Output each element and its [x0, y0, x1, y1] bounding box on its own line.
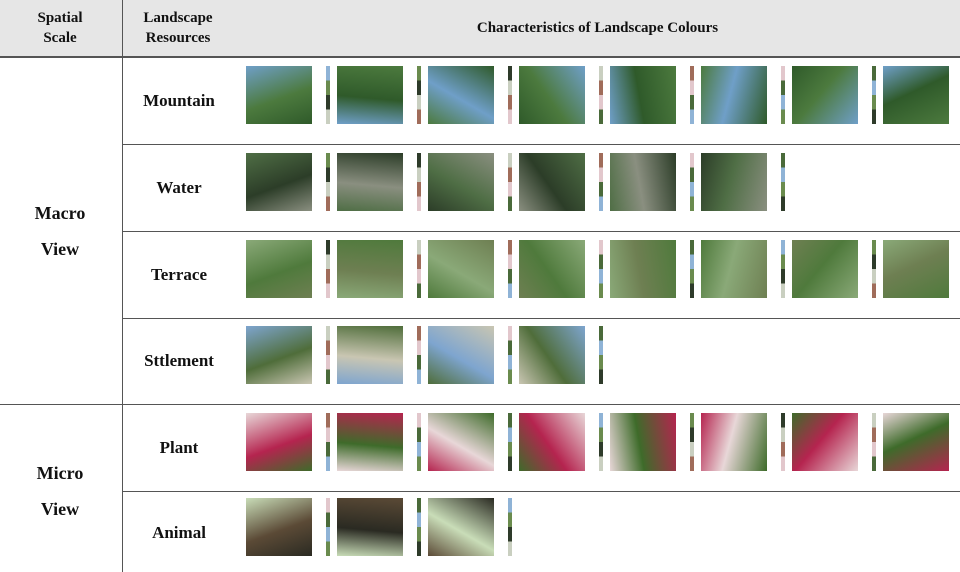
colour-strip	[599, 153, 603, 211]
photo	[610, 413, 676, 471]
photo	[428, 326, 494, 384]
photo	[246, 413, 312, 471]
photo	[610, 66, 676, 124]
resource-label: Terrace	[124, 232, 234, 318]
header-characteristics: Characteristics of Landscape Colours	[235, 0, 960, 56]
colour-strip	[326, 66, 330, 124]
photo	[792, 66, 858, 124]
photo	[246, 498, 312, 556]
row-rule	[122, 144, 960, 145]
photo	[883, 413, 949, 471]
colour-strip	[690, 153, 694, 211]
photo	[519, 240, 585, 298]
photo	[428, 413, 494, 471]
header-landscape-resources: Landscape Resources	[126, 0, 230, 56]
colour-strip	[417, 326, 421, 384]
colour-strip	[508, 66, 512, 124]
photo	[610, 153, 676, 211]
photo	[519, 326, 585, 384]
colour-strip	[417, 413, 421, 471]
colour-strip	[508, 153, 512, 211]
photo	[519, 66, 585, 124]
colour-strip	[417, 153, 421, 211]
photo	[428, 240, 494, 298]
colour-strip	[690, 413, 694, 471]
photo	[519, 413, 585, 471]
column-rule	[122, 0, 123, 572]
resource-label: Plant	[124, 405, 234, 491]
colour-strip	[508, 498, 512, 556]
photo	[428, 66, 494, 124]
photo	[246, 66, 312, 124]
colour-strip	[781, 413, 785, 471]
colour-strip	[508, 326, 512, 384]
photo	[337, 326, 403, 384]
colour-strip	[417, 240, 421, 298]
photo	[428, 498, 494, 556]
photo	[701, 413, 767, 471]
colour-strip	[417, 498, 421, 556]
colour-strip	[690, 66, 694, 124]
photo	[337, 498, 403, 556]
photo	[792, 240, 858, 298]
photo	[701, 240, 767, 298]
photo	[428, 153, 494, 211]
colour-strip	[508, 413, 512, 471]
colour-strip	[599, 326, 603, 384]
colour-strip	[599, 240, 603, 298]
photo	[519, 153, 585, 211]
photo	[701, 153, 767, 211]
colour-strip	[781, 240, 785, 298]
colour-strip	[326, 240, 330, 298]
colour-strip	[326, 413, 330, 471]
colour-strip	[326, 498, 330, 556]
row-rule	[122, 231, 960, 232]
colour-strip	[872, 66, 876, 124]
photo	[883, 240, 949, 298]
group-label: Macro View	[20, 58, 100, 404]
colour-strip	[690, 240, 694, 298]
photo	[337, 240, 403, 298]
table-figure: Spatial Scale Landscape Resources Charac…	[0, 0, 960, 572]
colour-strip	[599, 413, 603, 471]
photo	[337, 66, 403, 124]
colour-strip	[781, 66, 785, 124]
header-spatial-scale: Spatial Scale	[20, 0, 100, 56]
row-rule	[122, 491, 960, 492]
colour-strip	[599, 66, 603, 124]
colour-strip	[417, 66, 421, 124]
resource-label: Sttlement	[124, 318, 234, 404]
colour-strip	[872, 240, 876, 298]
colour-strip	[872, 413, 876, 471]
colour-strip	[326, 153, 330, 211]
resource-label: Mountain	[124, 58, 234, 144]
group-label: Micro View	[20, 405, 100, 572]
row-rule	[122, 318, 960, 319]
colour-strip	[508, 240, 512, 298]
photo	[610, 240, 676, 298]
photo	[337, 413, 403, 471]
photo	[337, 153, 403, 211]
colour-strip	[326, 326, 330, 384]
resource-label: Animal	[124, 490, 234, 572]
photo	[246, 153, 312, 211]
photo	[246, 240, 312, 298]
photo	[792, 413, 858, 471]
resource-label: Water	[124, 145, 234, 231]
photo	[883, 66, 949, 124]
photo	[246, 326, 312, 384]
colour-strip	[781, 153, 785, 211]
photo	[701, 66, 767, 124]
